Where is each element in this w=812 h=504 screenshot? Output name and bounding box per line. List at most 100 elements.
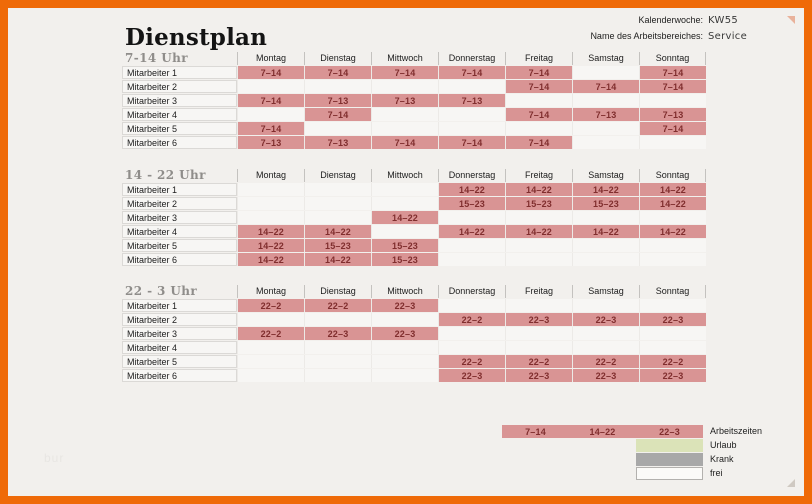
shift-cell: 22–3 [505, 313, 572, 326]
shift-cell: 22–2 [639, 355, 706, 368]
shift-cell: 14–22 [304, 225, 371, 238]
shift-cell: 15–23 [371, 253, 438, 266]
shift-cell: 22–3 [304, 327, 371, 340]
shift-cell: 14–22 [237, 239, 304, 252]
empty-shift-cell [438, 253, 505, 266]
legend-work-swatch: 7–14 [502, 425, 569, 438]
empty-shift-cell [371, 313, 438, 326]
shift-cell: 7–14 [505, 66, 572, 79]
shift-cell: 7–14 [505, 136, 572, 149]
shift-cell: 7–13 [438, 94, 505, 107]
shift-cell: 7–14 [639, 80, 706, 93]
legend-spacer [502, 467, 569, 480]
empty-shift-cell [572, 253, 639, 266]
empty-shift-cell [639, 341, 706, 354]
day-header: Dienstag [304, 169, 371, 182]
empty-shift-cell [572, 327, 639, 340]
shift-block-title: 7-14 Uhr [125, 51, 188, 65]
day-header: Montag [237, 52, 304, 65]
empty-shift-cell [304, 183, 371, 196]
empty-shift-cell [572, 122, 639, 135]
employee-label: Mitarbeiter 2 [122, 80, 237, 93]
empty-shift-cell [371, 183, 438, 196]
day-header: Freitag [505, 285, 572, 298]
empty-shift-cell [371, 108, 438, 121]
shift-cell: 15–23 [505, 197, 572, 210]
legend-label: Krank [710, 454, 734, 464]
empty-shift-cell [237, 355, 304, 368]
employee-label: Mitarbeiter 6 [122, 253, 237, 266]
empty-shift-cell [505, 122, 572, 135]
empty-shift-cell [438, 341, 505, 354]
shift-cell: 7–14 [572, 80, 639, 93]
shift-cell: 7–13 [237, 136, 304, 149]
day-header: Donnerstag [438, 169, 505, 182]
empty-shift-cell [639, 94, 706, 107]
shift-cell: 7–14 [237, 66, 304, 79]
empty-shift-cell [639, 299, 706, 312]
work-area-line: Name des Arbeitsbereiches: Service [408, 31, 754, 47]
shift-cell: 22–3 [572, 313, 639, 326]
empty-shift-cell [304, 369, 371, 382]
empty-shift-cell [639, 239, 706, 252]
employee-label: Mitarbeiter 3 [122, 94, 237, 107]
empty-shift-cell [572, 239, 639, 252]
shift-cell: 22–3 [438, 369, 505, 382]
employee-label: Mitarbeiter 4 [122, 108, 237, 121]
employee-label: Mitarbeiter 1 [122, 299, 237, 312]
employee-label: Mitarbeiter 1 [122, 66, 237, 79]
day-header: Dienstag [304, 285, 371, 298]
empty-shift-cell [304, 313, 371, 326]
empty-shift-cell [237, 80, 304, 93]
shift-cell: 22–3 [572, 369, 639, 382]
page-curl-bottom-right [787, 479, 795, 487]
empty-shift-cell [371, 369, 438, 382]
shift-cell: 7–13 [371, 94, 438, 107]
calendar-week-value: KW55 [708, 15, 739, 26]
empty-shift-cell [371, 197, 438, 210]
empty-shift-cell [237, 369, 304, 382]
legend-label: frei [710, 468, 723, 478]
shift-cell: 7–14 [304, 66, 371, 79]
legend-spacer [569, 453, 636, 466]
shift-cell: 14–22 [304, 253, 371, 266]
shift-cell: 7–14 [237, 122, 304, 135]
shift-cell: 14–22 [371, 211, 438, 224]
shift-cell: 14–22 [237, 253, 304, 266]
day-header: Sonntag [639, 169, 706, 182]
empty-shift-cell [639, 327, 706, 340]
shift-cell: 14–22 [572, 183, 639, 196]
shift-cell: 7–14 [438, 136, 505, 149]
legend-spacer [502, 439, 569, 452]
shift-block: 14 - 22 Uhr Montag Dienstag Mittwoch Donners… [122, 169, 706, 266]
shift-cell: 14–22 [438, 183, 505, 196]
empty-shift-cell [371, 122, 438, 135]
employee-label: Mitarbeiter 4 [122, 341, 237, 354]
shift-cell: 7–14 [371, 66, 438, 79]
legend: 7–14 14–22 22–3 Arbeitszeiten Urlaub Krank fre… [502, 425, 762, 480]
shift-cell: 14–22 [572, 225, 639, 238]
calendar-week-line: Kalenderwoche: KW55 [408, 15, 754, 31]
employee-label: Mitarbeiter 2 [122, 197, 237, 210]
day-header: Samstag [572, 285, 639, 298]
work-area-value: Service [708, 31, 748, 42]
day-header: Mittwoch [371, 169, 438, 182]
employee-label: Mitarbeiter 5 [122, 239, 237, 252]
empty-shift-cell [304, 211, 371, 224]
empty-shift-cell [304, 122, 371, 135]
empty-shift-cell [572, 211, 639, 224]
shift-cell: 7–14 [371, 136, 438, 149]
empty-shift-cell [237, 341, 304, 354]
shift-block-title: 14 - 22 Uhr [125, 168, 206, 182]
shift-cell: 22–2 [438, 313, 505, 326]
shift-cell: 22–2 [572, 355, 639, 368]
empty-shift-cell [371, 225, 438, 238]
shift-cell: 14–22 [505, 183, 572, 196]
employee-label: Mitarbeiter 3 [122, 327, 237, 340]
empty-shift-cell [505, 94, 572, 107]
day-header: Montag [237, 169, 304, 182]
legend-label: Urlaub [710, 440, 737, 450]
empty-shift-cell [639, 253, 706, 266]
empty-shift-cell [237, 211, 304, 224]
employee-label: Mitarbeiter 5 [122, 355, 237, 368]
